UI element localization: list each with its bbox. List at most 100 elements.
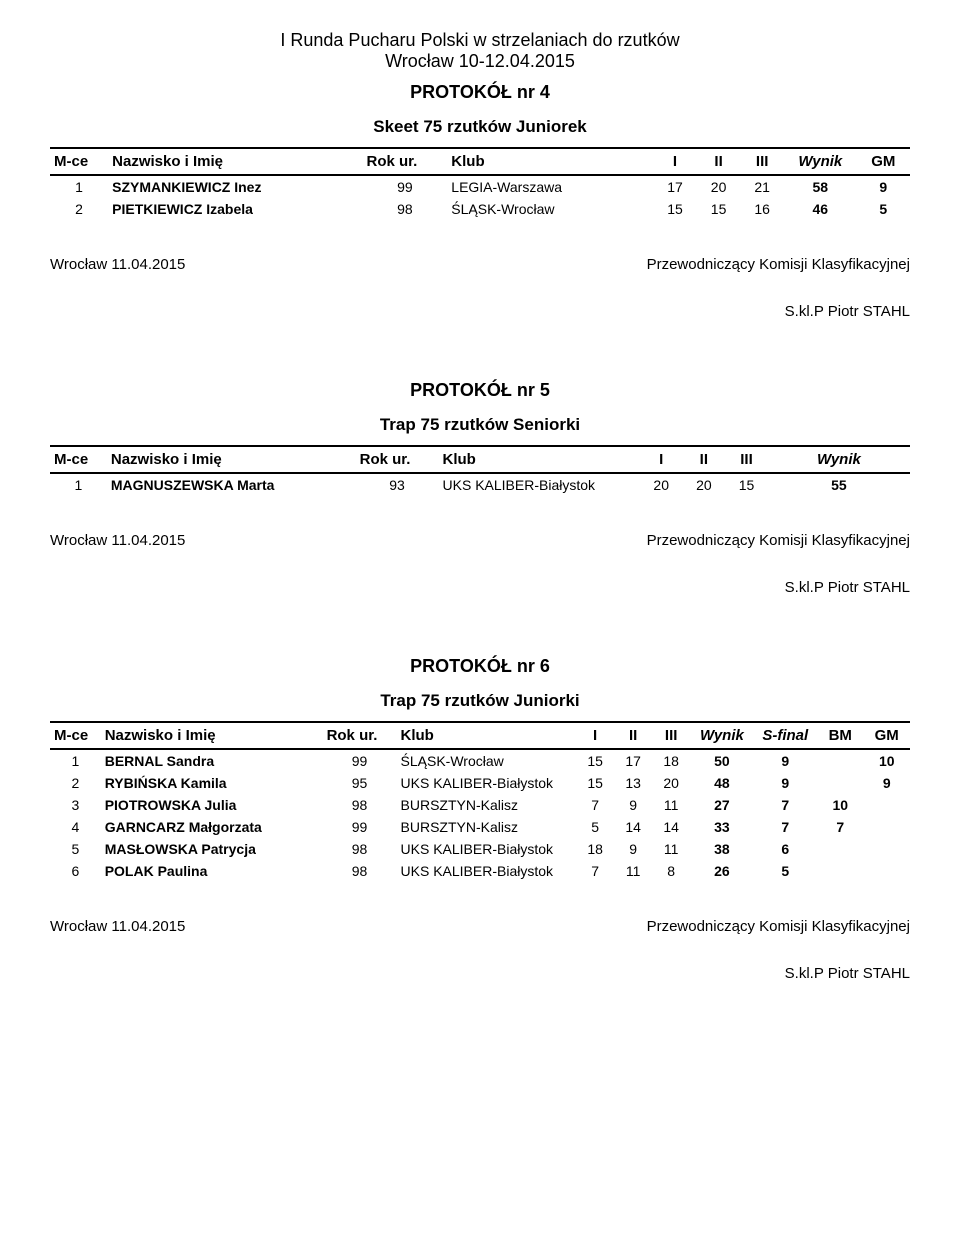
table-cell: 7	[754, 794, 817, 816]
table-cell	[863, 860, 910, 882]
results-table-p6: M-ce Nazwisko i Imię Rok ur. Klub I II I…	[50, 721, 910, 882]
col-bm: BM	[817, 722, 863, 749]
table-cell: 5	[50, 838, 101, 860]
table-cell: 99	[363, 175, 448, 198]
table-cell: 58	[784, 175, 857, 198]
table-cell: 1	[50, 749, 101, 772]
col-klub: Klub	[447, 148, 653, 175]
section-protokol-4: PROTOKÓŁ nr 4 Skeet 75 rzutków Juniorek …	[50, 82, 910, 320]
table-cell: 2	[50, 772, 101, 794]
footer-row: Wrocław 11.04.2015 Przewodniczący Komisj…	[50, 918, 910, 935]
table-cell: 15	[576, 749, 614, 772]
table-cell: 5	[857, 198, 910, 220]
table-cell: 9	[614, 838, 652, 860]
table-cell: 15	[725, 473, 768, 496]
table-cell: 99	[323, 816, 397, 838]
table-cell: 6	[50, 860, 101, 882]
table-cell: 9	[614, 794, 652, 816]
table-cell: 20	[652, 772, 690, 794]
table-row: 4GARNCARZ Małgorzata99BURSZTYN-Kalisz514…	[50, 816, 910, 838]
table-cell: 8	[652, 860, 690, 882]
footer-chair: Przewodniczący Komisji Klasyfikacyjnej	[647, 256, 910, 273]
table-cell: 98	[363, 198, 448, 220]
table-cell	[817, 772, 863, 794]
table-cell: PIETKIEWICZ Izabela	[108, 198, 362, 220]
table-cell: 95	[323, 772, 397, 794]
col-r1: I	[576, 722, 614, 749]
col-name: Nazwisko i Imię	[101, 722, 323, 749]
footer-row: Wrocław 11.04.2015 Przewodniczący Komisj…	[50, 532, 910, 549]
table-cell: 18	[576, 838, 614, 860]
table-body-p4: 1SZYMANKIEWICZ Inez99LEGIA-Warszawa17202…	[50, 175, 910, 220]
table-cell: 10	[863, 749, 910, 772]
table-cell: ŚLĄSK-Wrocław	[447, 198, 653, 220]
table-cell: 17	[653, 175, 697, 198]
footer-chair: Przewodniczący Komisji Klasyfikacyjnej	[647, 532, 910, 549]
table-row: 2PIETKIEWICZ Izabela98ŚLĄSK-Wrocław15151…	[50, 198, 910, 220]
col-klub: Klub	[397, 722, 577, 749]
table-cell: 50	[690, 749, 753, 772]
table-cell: 98	[323, 838, 397, 860]
table-cell: 16	[740, 198, 784, 220]
footer-row: Wrocław 11.04.2015 Przewodniczący Komisj…	[50, 256, 910, 273]
table-row: 6POLAK Paulina98UKS KALIBER-Białystok711…	[50, 860, 910, 882]
col-wynik: Wynik	[784, 148, 857, 175]
table-cell: 14	[652, 816, 690, 838]
table-cell: 4	[50, 816, 101, 838]
table-cell: 9	[754, 749, 817, 772]
col-r2: II	[697, 148, 741, 175]
col-mce: M-ce	[50, 722, 101, 749]
results-table-p5: M-ce Nazwisko i Imię Rok ur. Klub I II I…	[50, 445, 910, 496]
table-cell: 7	[817, 816, 863, 838]
table-cell: BURSZTYN-Kalisz	[397, 816, 577, 838]
table-cell: UKS KALIBER-Białystok	[397, 838, 577, 860]
table-cell: 7	[576, 860, 614, 882]
table-row: 1BERNAL Sandra99ŚLĄSK-Wrocław15171850910	[50, 749, 910, 772]
table-header-row: M-ce Nazwisko i Imię Rok ur. Klub I II I…	[50, 722, 910, 749]
table-header-row: M-ce Nazwisko i Imię Rok ur. Klub I II I…	[50, 148, 910, 175]
table-cell	[817, 749, 863, 772]
table-cell: 6	[754, 838, 817, 860]
table-cell: 7	[754, 816, 817, 838]
competition-subtitle: Wrocław 10-12.04.2015	[50, 51, 910, 72]
table-cell: 55	[768, 473, 910, 496]
table-cell: 98	[323, 860, 397, 882]
table-cell: 98	[323, 794, 397, 816]
table-cell: 20	[683, 473, 726, 496]
event-heading: Skeet 75 rzutków Juniorek	[50, 117, 910, 137]
table-cell: 11	[614, 860, 652, 882]
table-row: 1MAGNUSZEWSKA Marta93UKS KALIBER-Białyst…	[50, 473, 910, 496]
table-cell: 11	[652, 838, 690, 860]
table-cell: 20	[697, 175, 741, 198]
table-cell: LEGIA-Warszawa	[447, 175, 653, 198]
table-cell: POLAK Paulina	[101, 860, 323, 882]
table-cell: 48	[690, 772, 753, 794]
protokol-heading: PROTOKÓŁ nr 4	[50, 82, 910, 103]
table-cell: 17	[614, 749, 652, 772]
table-cell: MAGNUSZEWSKA Marta	[107, 473, 356, 496]
col-rok: Rok ur.	[363, 148, 448, 175]
table-cell: 27	[690, 794, 753, 816]
table-cell: PIOTROWSKA Julia	[101, 794, 323, 816]
event-heading: Trap 75 rzutków Juniorki	[50, 691, 910, 711]
table-cell	[817, 860, 863, 882]
protokol-heading: PROTOKÓŁ nr 6	[50, 656, 910, 677]
col-wynik: Wynik	[690, 722, 753, 749]
table-cell: BERNAL Sandra	[101, 749, 323, 772]
footer-place-date: Wrocław 11.04.2015	[50, 532, 185, 549]
table-cell: MASŁOWSKA Patrycja	[101, 838, 323, 860]
col-name: Nazwisko i Imię	[108, 148, 362, 175]
table-cell: 15	[697, 198, 741, 220]
table-cell: 1	[50, 473, 107, 496]
table-cell: ŚLĄSK-Wrocław	[397, 749, 577, 772]
table-cell: 93	[356, 473, 439, 496]
table-cell: 5	[576, 816, 614, 838]
col-r1: I	[640, 446, 683, 473]
competition-title: I Runda Pucharu Polski w strzelaniach do…	[50, 30, 910, 51]
table-cell: 1	[50, 175, 108, 198]
table-cell: BURSZTYN-Kalisz	[397, 794, 577, 816]
table-cell: 9	[863, 772, 910, 794]
results-table-p4: M-ce Nazwisko i Imię Rok ur. Klub I II I…	[50, 147, 910, 220]
table-cell	[863, 794, 910, 816]
page-header: I Runda Pucharu Polski w strzelaniach do…	[50, 30, 910, 72]
